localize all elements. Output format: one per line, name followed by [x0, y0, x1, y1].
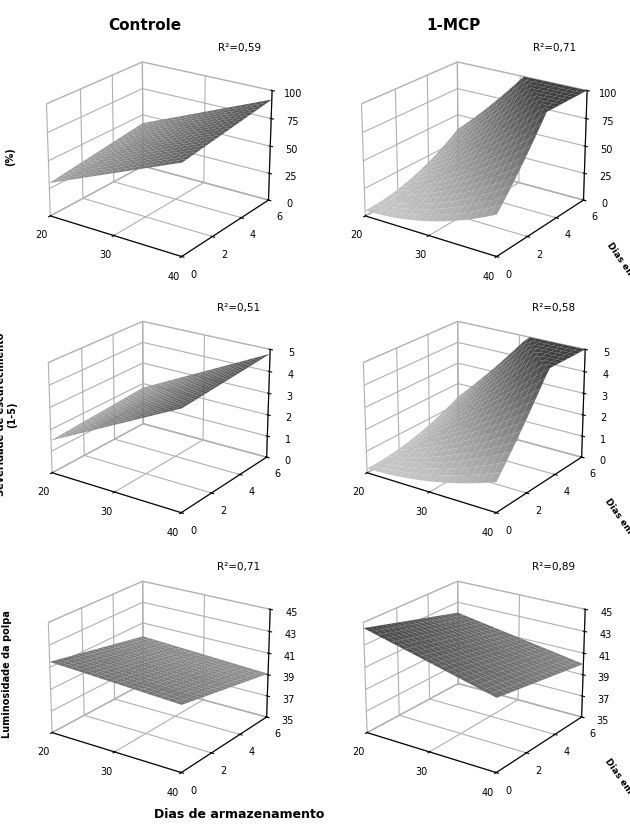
- Text: R²=0,59: R²=0,59: [219, 43, 261, 53]
- Text: Controle: Controle: [108, 18, 181, 33]
- Text: Severidade de escurecimento
(1-5): Severidade de escurecimento (1-5): [0, 332, 18, 497]
- Text: R²=0,89: R²=0,89: [532, 563, 575, 573]
- Text: R²=0,51: R²=0,51: [217, 303, 260, 313]
- Text: 1-MCP: 1-MCP: [427, 18, 481, 33]
- Text: Dias em condições ambiente: Dias em condições ambiente: [605, 241, 630, 365]
- Text: R²=0,71: R²=0,71: [534, 43, 576, 53]
- Text: R²=0,58: R²=0,58: [532, 303, 575, 313]
- Text: R²=0,71: R²=0,71: [217, 563, 260, 573]
- Text: Incidência de escurecimento
(%): Incidência de escurecimento (%): [0, 78, 15, 235]
- Text: Luminosidade da polpa: Luminosidade da polpa: [2, 610, 11, 738]
- Text: Dias em condições ambiente: Dias em condições ambiente: [603, 757, 630, 825]
- Text: Dias de armazenamento: Dias de armazenamento: [154, 808, 324, 821]
- Text: Dias em condições ambiente: Dias em condições ambiente: [603, 497, 630, 621]
